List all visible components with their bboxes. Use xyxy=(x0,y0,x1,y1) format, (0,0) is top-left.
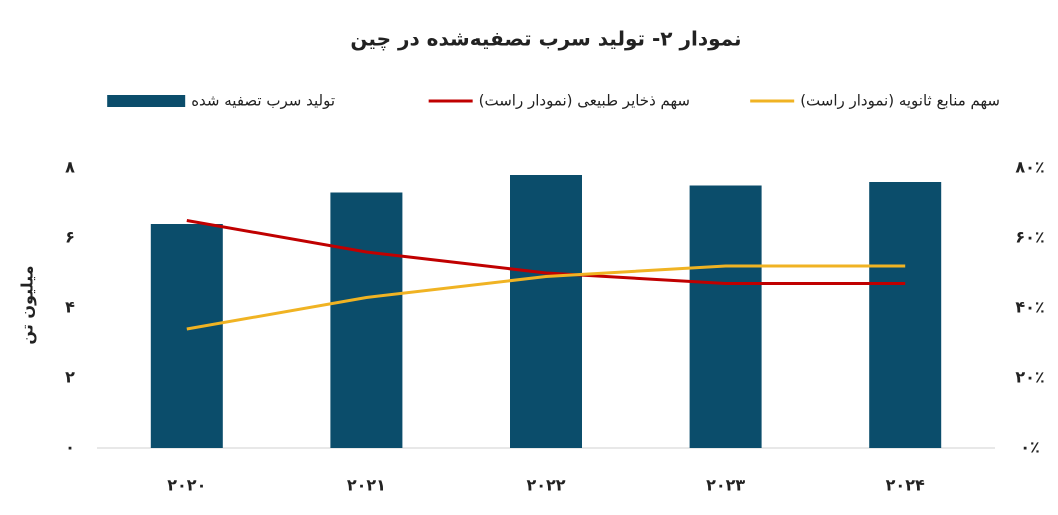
x-tick-label: ۲۰۲۲ xyxy=(526,476,565,495)
y-axis-label: میلیون تن xyxy=(18,265,37,344)
y2-tick-label: ۲۰٪ xyxy=(1015,368,1044,387)
y-tick-label: ۰ xyxy=(65,438,75,457)
x-tick-label: ۲۰۲۰ xyxy=(167,476,206,495)
x-tick-label: ۲۰۲۴ xyxy=(886,476,925,495)
legend-label: سهم منابع ثانویه (نمودار راست) xyxy=(800,92,1000,110)
bar xyxy=(869,182,942,448)
bar xyxy=(689,185,762,448)
bar xyxy=(510,175,582,448)
line xyxy=(186,264,906,331)
y-tick-label: ۴ xyxy=(65,298,75,317)
legend-label: تولید سرب تصفیه شده xyxy=(191,92,335,110)
bar xyxy=(150,224,223,448)
y-tick-label: ۲ xyxy=(65,368,75,387)
y-tick-label: ۶ xyxy=(65,228,75,247)
chart-title: نمودار ۲- تولید سرب تصفیه‌شده در چین xyxy=(350,27,741,52)
y2-tick-label: ۶۰٪ xyxy=(1015,228,1044,247)
line xyxy=(186,219,906,285)
bar xyxy=(330,192,403,448)
y2-tick-label: ۸۰٪ xyxy=(1015,158,1044,177)
legend-label: سهم ذخایر طبیعی (نمودار راست) xyxy=(479,92,690,110)
x-tick-label: ۲۰۲۳ xyxy=(706,476,745,495)
y-tick-label: ۸ xyxy=(65,158,75,177)
y2-tick-label: ۰٪ xyxy=(1020,438,1040,457)
y2-tick-label: ۴۰٪ xyxy=(1015,298,1044,317)
x-tick-label: ۲۰۲۱ xyxy=(347,476,386,495)
legend-swatch xyxy=(107,95,186,107)
